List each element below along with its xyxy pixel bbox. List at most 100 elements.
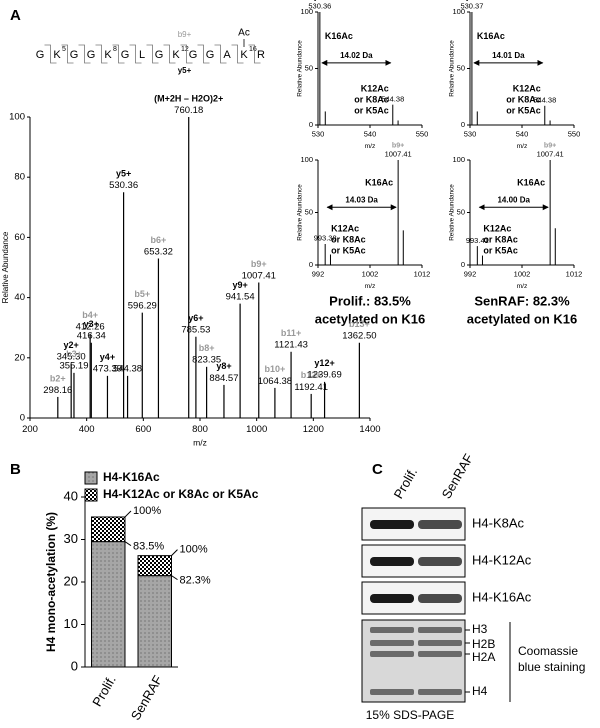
site-number: 12 <box>181 46 189 53</box>
bar-segment <box>91 516 126 543</box>
ion-label: b10+ <box>265 364 286 374</box>
y-tick-label: 20 <box>14 352 25 363</box>
y-axis-label: Relative Abundance <box>297 40 304 97</box>
x-tick-label: 550 <box>568 129 581 138</box>
annotation: K16Ac <box>477 31 505 41</box>
y-axis-label: Relative Abundance <box>449 40 456 97</box>
annotation: or K8Ac <box>354 94 389 104</box>
panel-label: C <box>372 461 383 478</box>
y-tick-label: 100 <box>452 7 465 16</box>
annotation-tick <box>124 541 132 547</box>
annotation: or K5Ac <box>483 245 518 255</box>
x-tick-label: 600 <box>135 424 151 435</box>
annotation: K16Ac <box>365 177 393 187</box>
residue: L <box>139 49 145 61</box>
blot-label: H4-K16Ac <box>472 589 532 604</box>
ion-label: b9+ <box>544 142 556 150</box>
histone-label: H2B <box>472 637 495 651</box>
ion-label: b12+ <box>301 370 322 380</box>
caption: SenRAF: 82.3% <box>474 293 570 308</box>
peak-label: 785.53 <box>181 325 210 336</box>
y-tick-label: 50 <box>457 63 465 72</box>
band <box>418 594 462 603</box>
annotation: K12Ac <box>361 83 389 93</box>
y-tick-label: 40 <box>64 488 78 503</box>
peak-label: 760.18 <box>174 105 203 116</box>
stain-label: blue staining <box>518 660 585 674</box>
x-tick-label: 550 <box>416 129 429 138</box>
legend-swatch <box>84 488 98 502</box>
arrow-label: 14.03 Da <box>345 195 378 204</box>
x-tick-label: SenRAF <box>128 673 166 723</box>
panel-label: A <box>10 7 21 24</box>
ion-label: y5+ <box>116 169 131 179</box>
residue: G <box>121 49 130 61</box>
peak-label: 530.36 <box>109 180 138 191</box>
x-axis-label: m/z <box>517 283 528 290</box>
ion-label: y5+ <box>466 0 478 2</box>
annotation: or K8Ac <box>331 234 366 244</box>
residue: G <box>155 49 164 61</box>
site-number: 5 <box>62 46 66 53</box>
peak-label: 530.36 <box>308 2 331 11</box>
x-axis-label: m/z <box>365 143 376 150</box>
x-tick-label: 1002 <box>362 269 379 278</box>
histone-label: H3 <box>472 622 488 636</box>
ion-label: y3+ <box>84 319 99 329</box>
blot-label: H4-K8Ac <box>472 515 525 530</box>
y-axis-label: Relative Abundance <box>297 184 304 241</box>
fragment-bracket <box>61 44 74 64</box>
histone-label: H4 <box>472 684 488 698</box>
x-axis-label: m/z <box>193 437 207 447</box>
lane-label: SenRAF <box>439 451 477 501</box>
peak-label: 993.38 <box>314 234 337 243</box>
ion-label: y12+ <box>314 358 334 368</box>
peak-label: 653.32 <box>144 246 173 257</box>
legend-swatch <box>84 471 98 485</box>
y-tick-label: 50 <box>305 207 313 216</box>
band <box>418 520 462 529</box>
caption: acetylated on K16 <box>467 311 578 326</box>
y-tick-label: 10 <box>64 616 78 631</box>
annotation: 83.5% <box>133 541 164 553</box>
y-tick-label: 100 <box>300 155 313 164</box>
x-tick-label: 200 <box>22 424 38 435</box>
x-axis-label: m/z <box>517 143 528 150</box>
legend-label: H4-K12Ac or K8Ac or K5Ac <box>103 487 259 501</box>
peak-label: 412.26 <box>76 322 105 333</box>
x-tick-label: Prolif. <box>89 673 119 709</box>
peak-label: 1007.41 <box>385 150 412 159</box>
y-tick-label: 0 <box>461 120 465 129</box>
peak-label: 544.38 <box>113 364 142 375</box>
annotation: or K5Ac <box>331 245 366 255</box>
fragment-bracket <box>231 44 244 64</box>
residue: K <box>240 49 248 61</box>
fragment-bracket <box>197 44 210 64</box>
y-tick-label: 100 <box>300 7 313 16</box>
y-tick-label: 20 <box>64 573 78 588</box>
peak-label: 416.34 <box>77 331 106 342</box>
peak-label: 530.37 <box>460 2 483 11</box>
peak-label: 884.57 <box>209 373 238 384</box>
y-tick-label: 30 <box>64 531 78 546</box>
fragment-bracket <box>163 44 176 64</box>
residue: K <box>53 49 61 61</box>
ion-label: b11+ <box>281 328 301 338</box>
histone-label: H2A <box>472 650 495 664</box>
x-tick-label: 540 <box>364 129 377 138</box>
fragment-bracket <box>146 44 159 64</box>
peak-label: 1007.41 <box>242 270 276 281</box>
peak-label: 1121.43 <box>274 340 308 351</box>
residue: G <box>70 49 79 61</box>
bar-segment <box>137 555 172 577</box>
site-number: 16 <box>249 46 257 53</box>
x-tick-label: 530 <box>312 129 325 138</box>
peak-label: 1192.41 <box>294 382 328 393</box>
y-tick-label: 60 <box>14 232 25 243</box>
annotation: or K8Ac <box>483 234 518 244</box>
peak-label: 1362.50 <box>342 331 376 342</box>
residue: R <box>257 49 265 61</box>
x-tick-label: 992 <box>312 269 325 278</box>
fragment-bracket <box>248 44 261 64</box>
y-tick-label: 50 <box>305 63 313 72</box>
